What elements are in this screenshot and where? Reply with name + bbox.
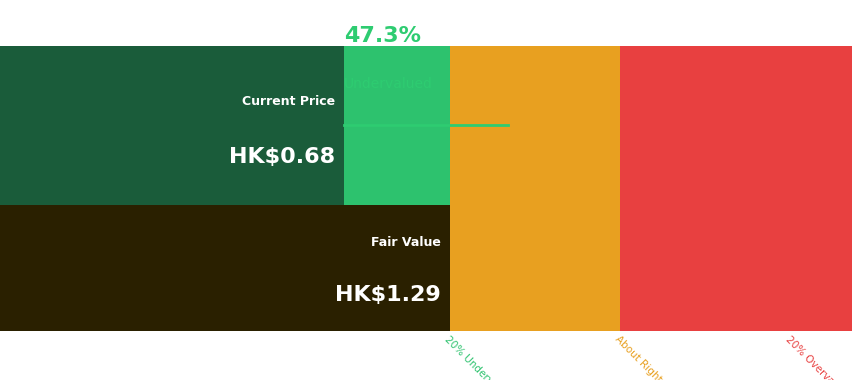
Text: HK$1.29: HK$1.29 [335,285,440,306]
Text: 20% Undervalued: 20% Undervalued [442,334,515,380]
Bar [0,46,343,205]
Bar [0,46,449,331]
Text: HK$0.68: HK$0.68 [229,147,335,167]
Text: About Right: About Right [613,334,663,380]
Bar [0,205,449,331]
Text: 20% Overvalued: 20% Overvalued [783,334,851,380]
Text: Fair Value: Fair Value [371,236,440,249]
Text: Current Price: Current Price [242,95,335,108]
Text: 47.3%: 47.3% [343,25,420,46]
Bar [619,46,852,331]
Bar [449,46,619,331]
Text: Undervalued: Undervalued [343,77,432,91]
